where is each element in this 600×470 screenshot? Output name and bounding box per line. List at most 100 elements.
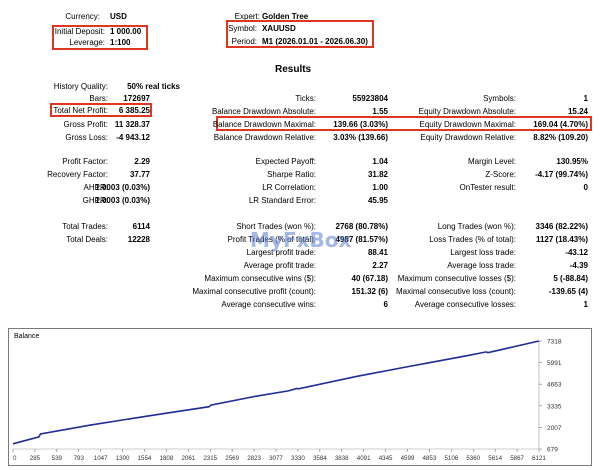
symbol-label: Symbol: xyxy=(228,24,257,33)
x-tick-label: 1808 xyxy=(160,455,174,462)
total-deals-label: Total Deals: xyxy=(66,235,108,244)
long-trades-value: 3346 (82.22%) xyxy=(535,222,588,231)
x-tick-label: 2823 xyxy=(247,455,261,462)
average-consecutive-losses-label: Average consecutive losses: xyxy=(414,300,516,309)
x-tick-label: 793 xyxy=(74,455,85,462)
balance-dd-relative-value: 3.03% (139.66) xyxy=(333,133,388,142)
max-consecutive-losses-label: Maximum consecutive losses ($): xyxy=(397,274,516,283)
max-consecutive-profit-value: 151.32 (6) xyxy=(351,287,388,296)
margin-level-value: 130.95% xyxy=(556,157,588,166)
equity-dd-relative-label: Equity Drawdown Relative: xyxy=(420,133,516,142)
y-tick-label: 3335 xyxy=(547,403,562,410)
balance-series-line xyxy=(12,340,540,445)
recovery-factor-label: Recovery Factor: xyxy=(47,170,108,179)
expert-value: Golden Tree xyxy=(262,12,309,21)
ghpr-label: GHPR: xyxy=(82,196,108,205)
gross-loss-value: -4 943.12 xyxy=(116,133,150,142)
results-title: Results xyxy=(275,64,312,75)
lr-standard-error-value: 45.95 xyxy=(367,196,388,205)
x-tick-label: 4599 xyxy=(401,455,415,462)
average-loss-trade-label: Average loss trade: xyxy=(447,261,516,270)
max-consecutive-loss-value: -139.65 (4) xyxy=(548,287,588,296)
initial-deposit-label: Initial Deposit: xyxy=(54,27,105,36)
balance-dd-absolute-value: 1.55 xyxy=(372,107,388,116)
y-tick-label: 5991 xyxy=(547,360,562,367)
x-tick-label: 1554 xyxy=(138,455,152,462)
y-tick-label: 679 xyxy=(547,447,558,454)
gross-profit-value: 11 328.37 xyxy=(114,120,150,129)
bars-label: Bars: xyxy=(89,94,108,103)
ticks-value: 55923804 xyxy=(352,94,388,103)
history-quality-value: 50% real ticks xyxy=(127,82,180,91)
profit-factor-value: 2.29 xyxy=(134,157,150,166)
gross-loss-label: Gross Loss: xyxy=(65,133,108,142)
x-tick-label: 2569 xyxy=(225,455,239,462)
x-tick-label: 1300 xyxy=(116,455,130,462)
y-tick-label: 7318 xyxy=(547,339,562,346)
equity-dd-relative-value: 8.82% (109.20) xyxy=(533,133,588,142)
equity-dd-maximal-value: 169.04 (4.70%) xyxy=(533,120,588,129)
y-tick-label: 2007 xyxy=(547,425,562,432)
balance-dd-relative-label: Balance Drawdown Relative: xyxy=(213,133,316,142)
x-tick-label: 5614 xyxy=(488,455,502,462)
history-quality-label: History Quality: xyxy=(53,82,108,91)
total-net-profit-value: 6 385.25 xyxy=(118,106,150,115)
expected-payoff-label: Expected Payoff: xyxy=(255,157,316,166)
x-tick-label: 4853 xyxy=(423,455,437,462)
long-trades-label: Long Trades (won %): xyxy=(437,222,516,231)
watermark-logo: MyFxBox xyxy=(250,228,352,252)
symbols-label: Symbols: xyxy=(483,94,516,103)
average-profit-trade-value: 2.27 xyxy=(372,261,388,270)
x-tick-label: 6121 xyxy=(532,455,546,462)
x-tick-label: 5106 xyxy=(444,455,458,462)
largest-loss-trade-label: Largest loss trade: xyxy=(450,248,516,257)
margin-level-label: Margin Level: xyxy=(467,157,516,166)
equity-dd-maximal-label: Equity Drawdown Maximal: xyxy=(419,120,516,129)
average-consecutive-wins-value: 6 xyxy=(383,300,388,309)
x-tick-label: 2061 xyxy=(181,455,195,462)
largest-profit-trade-value: 88.41 xyxy=(367,248,388,257)
period-label: Period: xyxy=(231,37,257,46)
x-tick-label: 1047 xyxy=(94,455,108,462)
ontester-result-value: 0 xyxy=(583,183,588,192)
x-tick-label: 5360 xyxy=(466,455,480,462)
y-tick-label: 4663 xyxy=(547,382,562,389)
largest-profit-trade-label: Largest profit trade: xyxy=(246,248,316,257)
net-profit-highlight-box xyxy=(50,103,152,117)
total-trades-value: 6114 xyxy=(132,222,150,231)
average-consecutive-wins-label: Average consecutive wins: xyxy=(221,300,316,309)
average-profit-trade-label: Average profit trade: xyxy=(243,261,316,270)
profit-trades-label: Profit Trades (% of total): xyxy=(227,235,316,244)
average-loss-trade-value: -4.39 xyxy=(569,261,588,270)
x-tick-label: 3584 xyxy=(313,455,327,462)
balance-chart-svg: Balance 679 2007 3335 4663 5991 7318 0 285 539 793… xyxy=(12,333,562,462)
loss-trades-label: Loss Trades (% of total): xyxy=(429,235,516,244)
x-tick-label: 539 xyxy=(52,455,63,462)
ticks-label: Ticks: xyxy=(295,94,316,103)
total-net-profit-label: Total Net Profit: xyxy=(53,106,108,115)
equity-dd-absolute-value: 15.24 xyxy=(567,107,588,116)
x-tick-label: 3838 xyxy=(335,455,349,462)
leverage-value: 1:100 xyxy=(110,38,131,47)
chart-title: Balance xyxy=(14,333,39,340)
sharpe-ratio-label: Sharpe Ratio: xyxy=(267,170,316,179)
recovery-factor-value: 37.77 xyxy=(129,170,150,179)
drawdown-highlight-box xyxy=(216,116,592,131)
bars-value: 172697 xyxy=(123,94,150,103)
leverage-label: Leverage: xyxy=(69,38,105,47)
balance-dd-maximal-label: Balance Drawdown Maximal: xyxy=(212,120,316,129)
short-trades-value: 2768 (80.78%) xyxy=(335,222,388,231)
initial-deposit-value: 1 000.00 xyxy=(110,27,142,36)
max-consecutive-wins-label: Maximum consecutive wins ($): xyxy=(204,274,316,283)
symbol-value: XAUUSD xyxy=(262,24,296,33)
ahpr-value: 1.0003 (0.03%) xyxy=(95,183,150,192)
profit-trades-value: 4987 (81.57%) xyxy=(335,235,388,244)
x-tick-label: 5867 xyxy=(510,455,524,462)
ghpr-value: 1.0003 (0.03%) xyxy=(95,196,150,205)
max-consecutive-losses-value: 5 (-88.84) xyxy=(553,274,588,283)
x-tick-label: 285 xyxy=(30,455,41,462)
equity-dd-absolute-label: Equity Drawdown Absolute: xyxy=(418,107,516,116)
short-trades-label: Short Trades (won %): xyxy=(236,222,316,231)
x-tick-label: 3330 xyxy=(291,455,305,462)
ahpr-label: AHPR: xyxy=(83,183,108,192)
